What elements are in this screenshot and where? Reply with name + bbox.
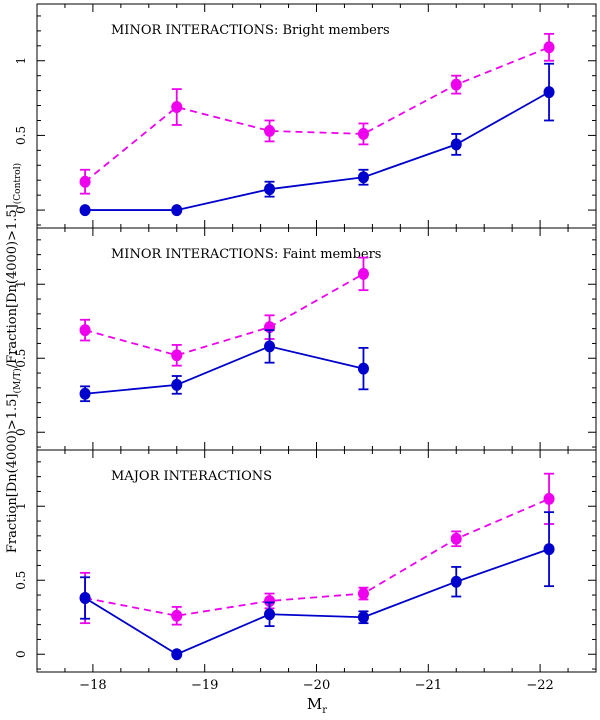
data-point xyxy=(543,41,555,54)
data-point xyxy=(450,78,462,91)
data-point xyxy=(171,101,183,114)
series-line xyxy=(84,498,550,617)
x-axis-label-main: M xyxy=(307,695,322,713)
series-line xyxy=(84,46,550,183)
y-tick-label: 0.5 xyxy=(14,349,28,368)
data-point xyxy=(79,592,91,604)
y-tick-label: 0 xyxy=(14,428,28,436)
data-point xyxy=(171,648,183,661)
data-point xyxy=(450,138,462,151)
data-point xyxy=(171,609,183,622)
y-axis-label-sub2: (Control) xyxy=(12,163,23,204)
y-tick-label: 0 xyxy=(14,206,28,214)
data-point xyxy=(79,204,91,217)
data-point xyxy=(264,594,276,607)
series-line xyxy=(84,345,364,395)
data-point xyxy=(357,267,369,280)
data-point xyxy=(264,340,276,353)
y-tick-label: 0 xyxy=(14,650,28,658)
data-point xyxy=(450,532,462,545)
x-axis-label-sub: r xyxy=(322,705,327,716)
panel-1: 0 0.5 1 MINOR INTERACTIONS: Bright members xyxy=(14,3,597,229)
data-point xyxy=(264,608,276,621)
data-point xyxy=(543,543,555,556)
data-point xyxy=(171,349,183,362)
panel-2: 0 0.5 1 MINOR INTERACTIONS: Faint members xyxy=(14,227,597,451)
data-point xyxy=(543,492,555,505)
y-axis-label: Fraction[Dn(4000)>1.5](M/T)/Fraction[Dn(… xyxy=(5,163,23,553)
data-point xyxy=(357,362,369,375)
series-blue-solid xyxy=(79,511,555,661)
x-tick-label: −18 xyxy=(79,678,106,693)
series-blue-solid xyxy=(79,329,369,403)
series-line xyxy=(84,548,550,656)
y-tick-label: 0.5 xyxy=(14,126,28,145)
x-tick-label: −22 xyxy=(526,678,553,693)
x-tick-label: −21 xyxy=(415,678,442,693)
panel-title: MAJOR INTERACTIONS xyxy=(111,469,272,484)
x-axis-label: Mr xyxy=(307,695,327,716)
y-tick-label: 1 xyxy=(14,502,28,510)
data-point xyxy=(79,175,91,188)
data-point xyxy=(357,587,369,600)
series-line xyxy=(85,91,550,211)
y-tick-label: 0.5 xyxy=(14,571,28,590)
panel-3: 0 0.5 1 MAJOR INTERACTIONS xyxy=(14,449,597,673)
data-point xyxy=(357,127,369,140)
data-point xyxy=(171,378,183,391)
data-point xyxy=(79,324,91,337)
data-point xyxy=(543,86,555,99)
series-line xyxy=(84,273,364,357)
y-tick-label: 1 xyxy=(14,280,28,288)
series-blue-solid xyxy=(79,62,555,217)
y-axis-label-main: Fraction[Dn(4000)>1.5] xyxy=(5,394,20,554)
data-point xyxy=(171,204,183,217)
data-point xyxy=(264,124,276,137)
x-tick-label: −19 xyxy=(191,678,218,693)
series-magenta-dashed xyxy=(79,472,555,626)
data-point xyxy=(79,387,91,400)
panel-title: MINOR INTERACTIONS: Bright members xyxy=(111,23,390,38)
data-point xyxy=(450,575,462,588)
panel-title: MINOR INTERACTIONS: Faint members xyxy=(111,247,381,262)
series-magenta-dashed xyxy=(79,32,555,195)
data-point xyxy=(357,611,369,624)
series-magenta-dashed xyxy=(79,256,369,367)
y-axis-label-mid: /Fraction[Dn(4000)>1.5] xyxy=(5,204,20,368)
x-tick-label: −20 xyxy=(303,678,330,693)
y-tick-label: 1 xyxy=(14,57,28,65)
data-point xyxy=(264,183,276,196)
data-point xyxy=(357,171,369,184)
y-axis-label-sub1: (M/T) xyxy=(12,368,23,393)
